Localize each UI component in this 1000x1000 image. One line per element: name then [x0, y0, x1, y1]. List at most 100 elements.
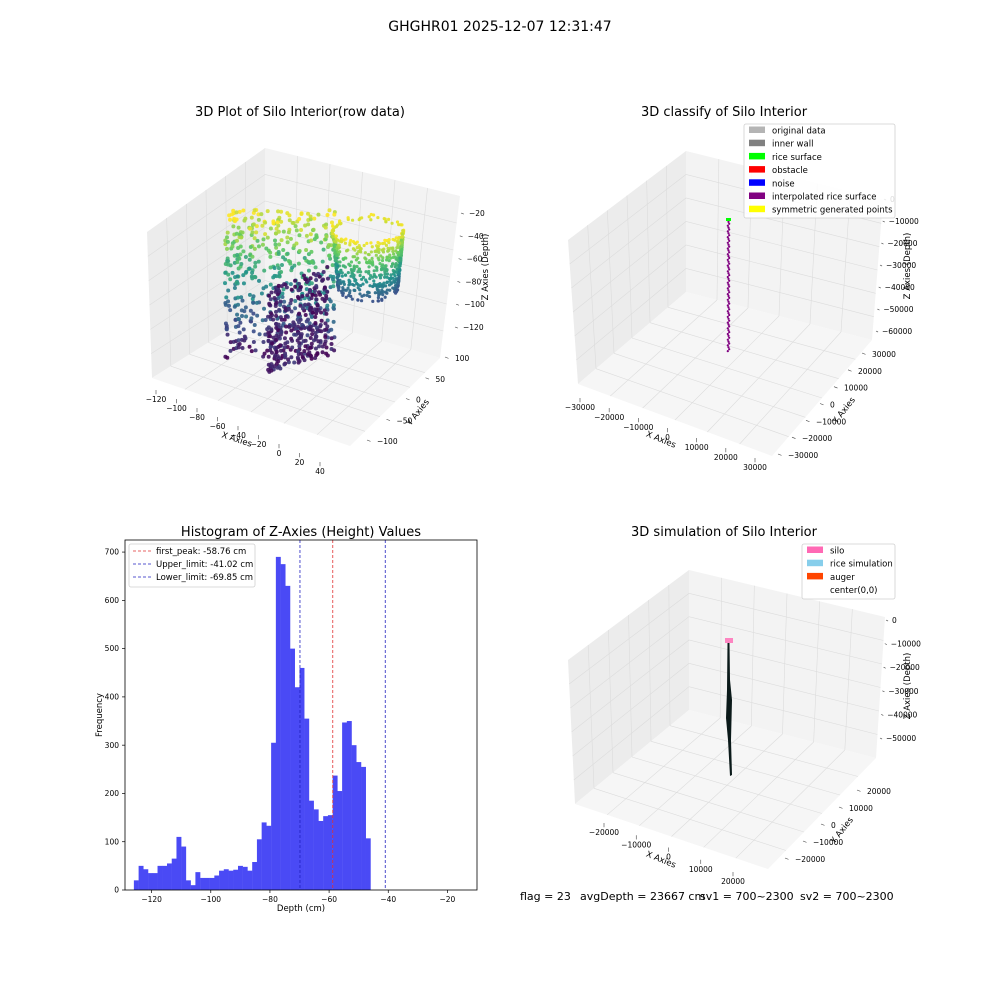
raw-data-point	[339, 268, 343, 273]
raw-data-point	[283, 324, 288, 329]
raw-data-point	[324, 327, 329, 332]
raw-data-point	[301, 324, 306, 329]
classify-legend-label: rice surface	[772, 153, 822, 163]
raw-data-point	[390, 264, 394, 269]
raw-data-point	[334, 225, 338, 229]
raw-x-tick-label: −100	[166, 404, 187, 413]
raw-y-tick-label: 100	[455, 354, 470, 363]
raw-data-point	[252, 246, 257, 251]
histogram-bar	[313, 809, 319, 890]
raw-data-point	[367, 253, 371, 257]
raw-data-point	[391, 249, 395, 253]
raw-data-point	[260, 318, 265, 323]
raw-data-point	[346, 270, 350, 275]
raw-data-point	[248, 244, 253, 249]
raw-data-point	[397, 250, 401, 255]
raw-data-point	[290, 220, 295, 225]
raw-data-point	[268, 334, 273, 339]
classified-point	[726, 304, 729, 307]
simulation-x-tick-label: −10000	[621, 840, 651, 849]
raw-data-point	[261, 340, 266, 345]
raw-data-point	[223, 281, 228, 286]
raw-data-point	[334, 262, 338, 266]
classified-point	[727, 283, 730, 286]
raw-data-point	[277, 307, 282, 312]
raw-data-point	[293, 306, 298, 311]
raw-data-point	[315, 351, 320, 356]
raw-data-point	[385, 280, 389, 284]
classified-point	[726, 350, 729, 353]
raw-data-point	[226, 259, 231, 264]
raw-data-point	[272, 296, 277, 301]
histogram-bar	[190, 885, 196, 890]
raw-data-point	[289, 328, 294, 333]
histogram-bar	[233, 869, 239, 890]
classify-z-axis-label: Z Axies (Depth)	[903, 233, 913, 300]
histogram-bar	[200, 877, 206, 890]
raw-data-point	[380, 298, 384, 302]
raw-data-point	[401, 229, 405, 233]
raw-data-point	[243, 216, 248, 221]
raw-data-point	[324, 296, 329, 301]
raw-data-point	[261, 237, 266, 242]
raw-data-point	[320, 296, 325, 301]
raw-data-point	[302, 255, 307, 260]
raw-data-point	[236, 345, 241, 350]
raw-data-point	[303, 313, 308, 318]
raw-data-point	[331, 228, 336, 232]
raw-data-point	[253, 264, 258, 269]
raw-data-point	[282, 345, 287, 350]
raw-data-point	[312, 216, 317, 221]
histogram-plot: Histogram of Z-Axies (Height) Values −12…	[95, 525, 478, 914]
raw-data-point	[393, 274, 397, 278]
raw-data-point	[394, 262, 398, 266]
raw-data-point	[391, 247, 395, 251]
histogram-y-tick-label: 600	[105, 596, 120, 605]
raw-data-point	[369, 241, 373, 245]
raw-data-point	[347, 262, 351, 266]
raw-data-point	[310, 328, 315, 333]
raw-data-point	[283, 282, 288, 287]
raw-data-point	[395, 220, 400, 224]
raw-data-point	[362, 243, 366, 248]
raw-data-point	[375, 266, 379, 270]
raw-data-point	[313, 337, 318, 342]
raw-data-point	[304, 248, 309, 253]
simulation-plot-title: 3D simulation of Silo Interior	[631, 525, 818, 540]
raw-data-point	[251, 222, 256, 227]
classified-point	[726, 253, 729, 256]
raw-data-point	[230, 270, 235, 275]
raw-data-point	[352, 288, 356, 292]
raw-data-point	[249, 215, 254, 220]
raw-data-point	[324, 222, 329, 227]
raw-data-point	[279, 238, 284, 243]
raw-data-point	[357, 267, 362, 271]
classified-point	[728, 308, 731, 311]
raw-data-point	[392, 279, 396, 283]
simulation-z-tick-label: −10000	[891, 640, 921, 649]
raw-data-point	[266, 362, 271, 367]
raw-z-tick-label: −100	[464, 300, 485, 309]
status-sv2: sv2 = 700~2300	[800, 890, 894, 903]
raw-data-point	[334, 234, 338, 238]
raw-data-point	[235, 274, 240, 279]
histogram-bar	[237, 865, 243, 890]
raw-data-point	[328, 274, 333, 279]
raw-data-point	[272, 354, 277, 359]
raw-data-point	[377, 247, 381, 252]
raw-data-point	[367, 215, 371, 219]
raw-data-point	[314, 297, 319, 302]
raw-data-point	[274, 345, 279, 350]
raw-data-point	[391, 286, 395, 290]
classify-legend-label: symmetric generated points	[772, 206, 893, 216]
histogram-bar	[266, 825, 272, 890]
raw-data-point	[370, 245, 374, 249]
classify-x-tick-label: −30000	[565, 403, 595, 412]
classified-point	[726, 258, 729, 261]
raw-data-point	[247, 292, 252, 297]
raw-data-point	[384, 220, 388, 224]
raw-data-point	[349, 260, 354, 264]
simulation-legend-label: silo	[830, 547, 844, 557]
raw-data-point	[322, 285, 327, 290]
raw-data-point	[387, 258, 391, 263]
